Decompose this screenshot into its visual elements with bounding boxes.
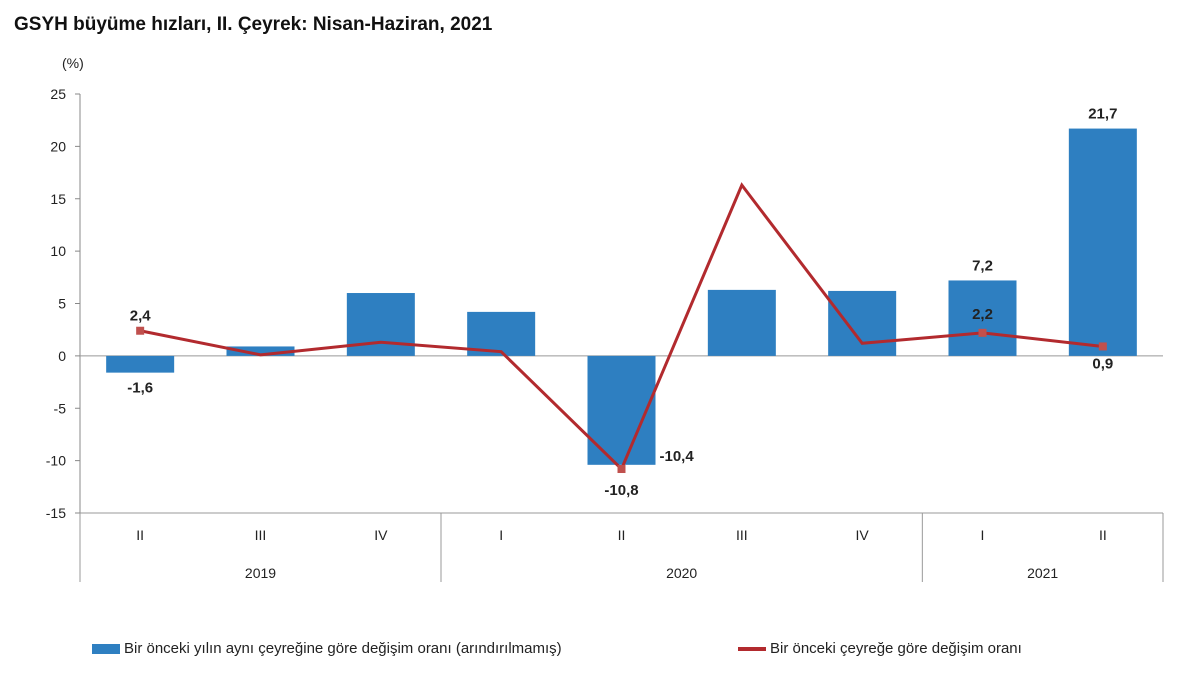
y-tick-label: 10 [50,243,66,259]
y-tick-label: 0 [58,348,66,364]
bar [707,289,776,356]
y-tick-label: -15 [46,505,66,521]
legend-swatch-line [738,646,766,651]
bar-data-label: -1,6 [127,380,153,397]
bar [226,346,295,356]
legend-swatch-bar [92,643,120,654]
bar [106,355,175,373]
y-tick-label: 5 [58,296,66,312]
x-group-label: 2019 [245,565,276,581]
y-tick-label: 20 [50,138,66,154]
line-data-label: 0,9 [1092,355,1113,372]
line-data-label: 2,2 [972,306,993,323]
legend-item-line: Bir önceki çeyreğe göre değişim oranı [738,640,1022,657]
bar-data-label: 7,2 [972,257,993,274]
line-marker [1098,342,1107,351]
bar-data-label: 21,7 [1088,106,1117,123]
x-group-label: 2021 [1027,565,1058,581]
legend-item-bar: Bir önceki yılın aynı çeyreğine göre değ… [92,640,562,657]
x-tick-label: III [736,527,748,543]
bar [346,293,415,356]
line-data-label: -10,8 [604,482,638,499]
legend-label-bar: Bir önceki yılın aynı çeyreğine göre değ… [124,640,562,657]
y-tick-label: -5 [54,400,67,416]
y-tick-label: 15 [50,191,66,207]
line-marker [617,465,626,474]
bar [1068,128,1137,356]
line-marker [136,326,145,335]
y-tick-label: 25 [50,86,66,102]
bar-data-label: -10,4 [660,448,695,465]
line-marker [978,328,987,337]
y-axis-label: (%) [62,55,84,71]
x-tick-label: II [1099,527,1107,543]
bar [828,290,897,356]
x-group-label: 2020 [666,565,697,581]
y-tick-label: -10 [46,453,66,469]
x-tick-label: IV [856,527,870,543]
line-data-label: 2,4 [130,308,152,325]
x-tick-label: II [136,527,144,543]
x-tick-label: II [618,527,626,543]
legend-label-line: Bir önceki çeyreğe göre değişim oranı [770,640,1022,657]
x-tick-label: III [255,527,267,543]
x-tick-label: I [499,527,503,543]
bar [948,280,1017,356]
x-tick-label: IV [374,527,388,543]
x-tick-label: I [981,527,985,543]
chart-title: GSYH büyüme hızları, II. Çeyrek: Nisan-H… [14,14,493,35]
